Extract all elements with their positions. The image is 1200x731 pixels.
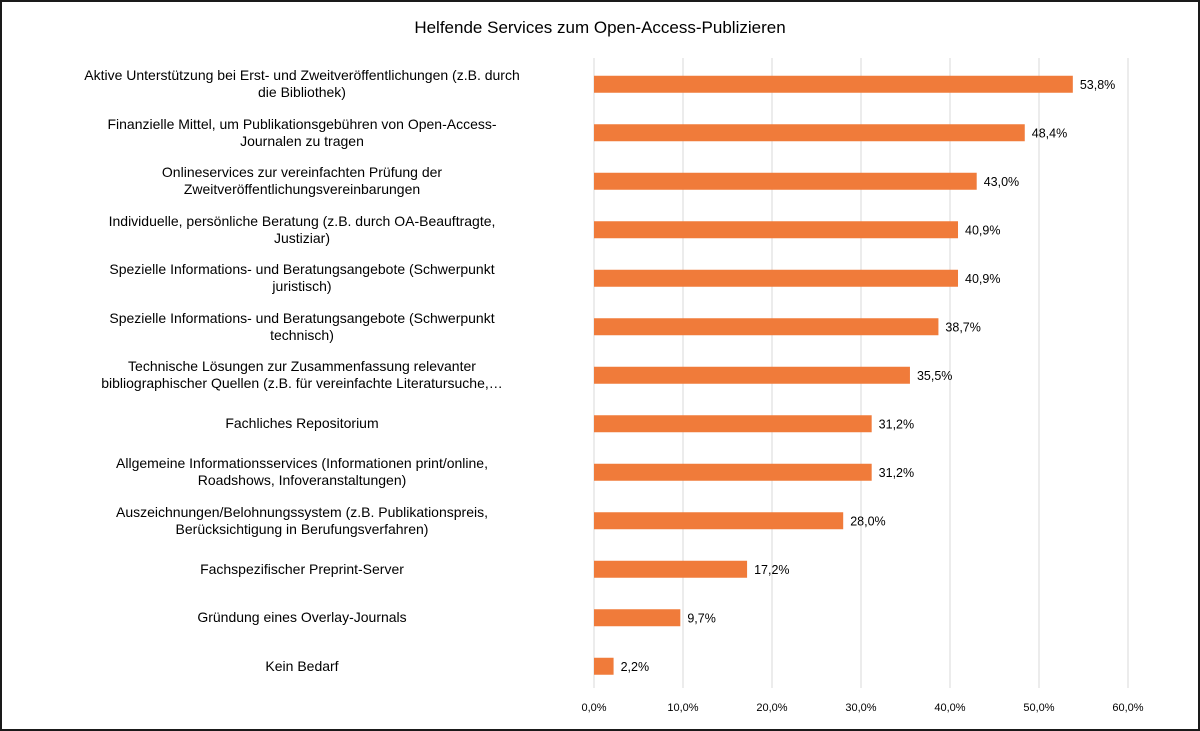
category-label: Individuelle, persönliche Beratung (z.B.… bbox=[108, 212, 496, 246]
category-label: Finanzielle Mittel, um Publikationsgebüh… bbox=[107, 115, 497, 149]
category-label: Spezielle Informations- und Beratungsang… bbox=[109, 261, 495, 295]
data-label: 40,9% bbox=[965, 223, 1000, 237]
x-tick-label: 40,0% bbox=[934, 702, 965, 714]
data-label: 48,4% bbox=[1032, 126, 1067, 140]
category-label: Fachliches Repositorium bbox=[225, 415, 379, 432]
category-label: Aktive Unterstützung bei Erst- und Zweit… bbox=[84, 67, 520, 101]
bar bbox=[594, 269, 959, 287]
bar bbox=[594, 221, 959, 239]
x-tick-label: 50,0% bbox=[1023, 702, 1054, 714]
x-tick-label: 30,0% bbox=[845, 702, 876, 714]
data-label: 28,0% bbox=[850, 514, 885, 528]
bar bbox=[594, 366, 910, 384]
category-label: Fachspezifischer Preprint-Server bbox=[200, 560, 404, 577]
bar bbox=[594, 609, 681, 627]
chart-title: Helfende Services zum Open-Access-Publiz… bbox=[414, 18, 786, 37]
bar bbox=[594, 463, 872, 481]
category-label: Allgemeine Informationsservices (Informa… bbox=[116, 455, 488, 489]
category-label: Spezielle Informations- und Beratungsang… bbox=[109, 309, 495, 343]
bar bbox=[594, 172, 977, 190]
data-label: 53,8% bbox=[1080, 78, 1115, 92]
category-label: Onlineservices zur vereinfachten Prüfung… bbox=[161, 164, 443, 198]
data-label: 2,2% bbox=[621, 660, 650, 674]
bar bbox=[594, 512, 844, 530]
bar bbox=[594, 318, 939, 336]
x-tick-label: 60,0% bbox=[1112, 702, 1143, 714]
bar bbox=[594, 560, 748, 578]
data-label: 43,0% bbox=[984, 175, 1019, 189]
bar bbox=[594, 415, 872, 433]
category-label: Gründung eines Overlay-Journals bbox=[197, 609, 407, 626]
data-label: 9,7% bbox=[687, 611, 716, 625]
x-tick-label: 20,0% bbox=[756, 702, 787, 714]
bar bbox=[594, 124, 1025, 142]
data-label: 40,9% bbox=[965, 272, 1000, 286]
category-label: Kein Bedarf bbox=[265, 657, 339, 674]
data-label: 17,2% bbox=[754, 563, 789, 577]
category-label: Auszeichnungen/Belohnungssystem (z.B. Pu… bbox=[116, 503, 488, 537]
category-label: Technische Lösungen zur Zusammenfassung … bbox=[101, 358, 503, 392]
bar bbox=[594, 657, 614, 675]
data-label: 35,5% bbox=[917, 369, 952, 383]
data-label: 38,7% bbox=[945, 320, 980, 334]
x-tick-label: 0,0% bbox=[581, 702, 606, 714]
x-tick-label: 10,0% bbox=[667, 702, 698, 714]
data-label: 31,2% bbox=[879, 417, 914, 431]
data-label: 31,2% bbox=[879, 466, 914, 480]
bar bbox=[594, 75, 1073, 93]
